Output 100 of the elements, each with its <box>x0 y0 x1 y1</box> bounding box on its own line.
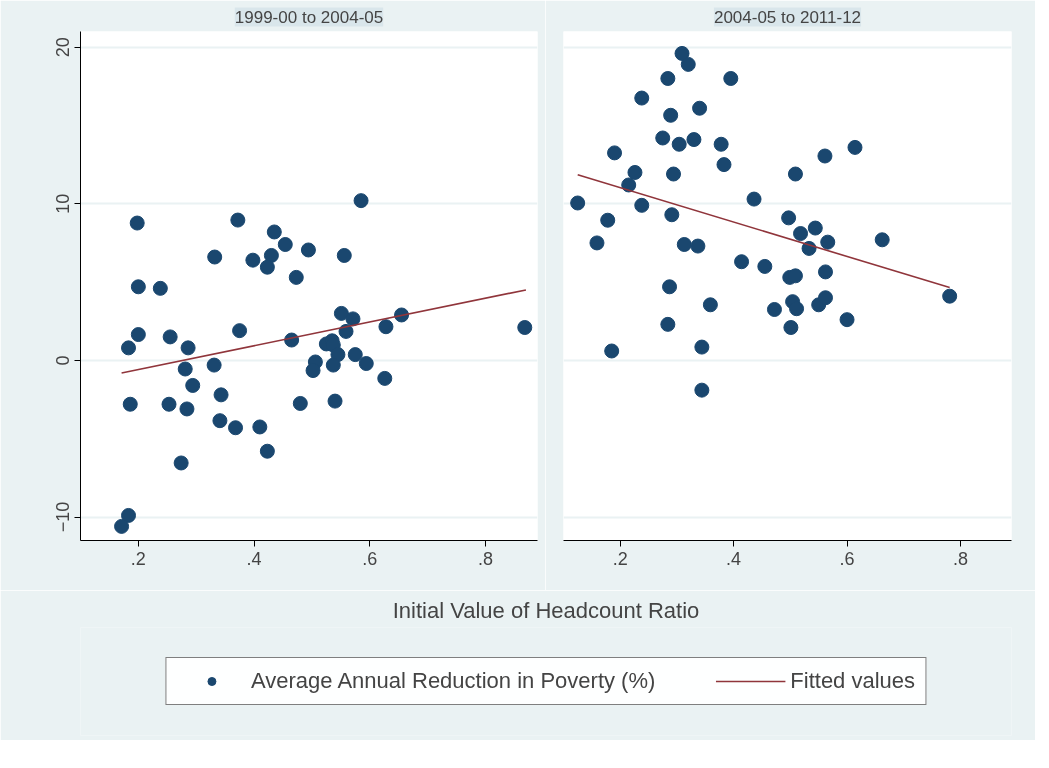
legend-label: Fitted values <box>790 668 916 694</box>
point <box>266 224 282 240</box>
point <box>674 45 690 61</box>
x-tick-label: .8 <box>952 548 968 569</box>
point <box>817 264 833 280</box>
point <box>783 320 799 335</box>
point <box>114 518 130 534</box>
point <box>517 320 533 335</box>
point <box>121 507 137 523</box>
point <box>173 455 189 471</box>
x-tick-label: .4 <box>726 548 742 569</box>
point <box>789 301 805 317</box>
point <box>627 164 643 180</box>
point <box>817 148 833 164</box>
point <box>746 191 762 207</box>
point <box>177 361 193 377</box>
point <box>347 347 363 363</box>
point <box>621 177 637 193</box>
point <box>766 302 782 317</box>
point <box>690 238 706 254</box>
x-tick-label: .6 <box>362 548 378 569</box>
point <box>664 207 680 223</box>
point <box>686 132 702 148</box>
x-axis-title: Initial Value of Headcount Ratio <box>392 597 700 623</box>
point <box>129 215 145 231</box>
point <box>152 280 168 296</box>
point <box>259 259 275 275</box>
point <box>692 100 708 116</box>
point <box>874 232 890 248</box>
point <box>292 395 308 411</box>
point <box>694 339 710 355</box>
point <box>662 279 678 295</box>
point <box>781 210 797 226</box>
point <box>288 269 304 285</box>
point <box>604 343 620 359</box>
point <box>277 237 293 252</box>
point <box>185 377 201 393</box>
chart-title: 1999-00 to 2004-05 <box>234 7 384 27</box>
point <box>333 305 349 321</box>
x-tick-label: .4 <box>246 548 262 569</box>
chart-title: 2004-05 to 2011-12 <box>713 7 862 27</box>
point <box>207 249 223 265</box>
point <box>230 212 246 228</box>
legend-label: Average Annual Reduction in Poverty (%) <box>250 668 656 694</box>
point <box>336 247 352 263</box>
point <box>942 288 958 304</box>
point <box>570 195 586 211</box>
point <box>179 401 195 417</box>
y-tick-label: −10 <box>53 501 74 533</box>
point <box>180 340 196 356</box>
point <box>666 166 682 182</box>
point <box>817 290 833 306</box>
point <box>702 297 718 313</box>
point <box>634 90 650 106</box>
point <box>600 212 616 228</box>
point <box>757 258 773 274</box>
point <box>713 136 729 152</box>
point <box>130 279 146 295</box>
point <box>245 252 261 268</box>
point <box>353 193 369 209</box>
point <box>232 323 248 339</box>
point <box>206 357 222 373</box>
point <box>345 311 361 327</box>
point <box>327 393 343 409</box>
point <box>676 237 692 252</box>
point <box>259 443 275 459</box>
point <box>723 71 739 86</box>
point <box>680 56 696 72</box>
point <box>660 316 676 332</box>
point <box>663 107 679 123</box>
point <box>787 166 803 182</box>
x-tick-label: .6 <box>839 548 855 569</box>
x-tick-label: .2 <box>612 548 628 569</box>
point <box>807 220 823 236</box>
point <box>121 340 137 356</box>
point <box>300 242 316 258</box>
point <box>734 254 750 270</box>
point <box>655 130 671 146</box>
point <box>130 327 146 343</box>
point <box>634 197 650 213</box>
point <box>212 413 228 429</box>
point <box>378 319 394 335</box>
point <box>305 363 321 379</box>
point <box>671 136 687 152</box>
point <box>161 396 177 412</box>
point <box>213 387 229 403</box>
point <box>694 382 710 398</box>
point <box>660 71 676 86</box>
point <box>325 357 341 373</box>
point <box>162 329 178 345</box>
y-tick-label: 0 <box>53 355 74 366</box>
point <box>358 356 374 372</box>
point <box>122 396 138 412</box>
x-tick-label: .2 <box>130 548 146 569</box>
point <box>263 247 279 263</box>
point <box>820 234 836 250</box>
point <box>252 419 268 435</box>
point <box>607 145 623 161</box>
point <box>716 157 732 173</box>
x-tick-label: .8 <box>477 548 493 569</box>
